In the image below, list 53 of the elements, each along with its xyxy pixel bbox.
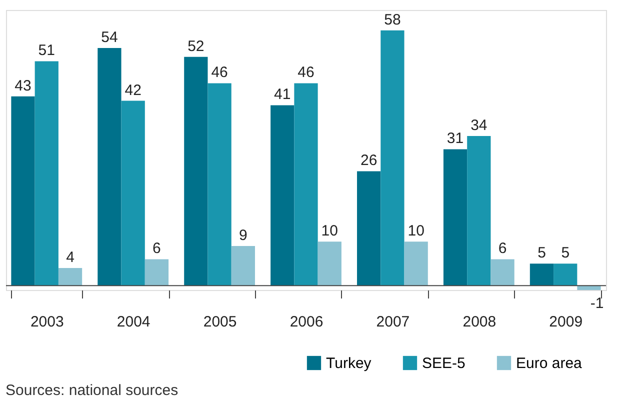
bar [380, 30, 404, 286]
data-label: 5 [561, 244, 570, 262]
data-label: 54 [101, 29, 118, 46]
data-label: 51 [38, 42, 55, 60]
bar [490, 259, 514, 286]
x-tick-label: 2005 [203, 314, 237, 330]
bar [443, 149, 468, 286]
data-label: 46 [211, 64, 228, 82]
bar [318, 242, 342, 286]
data-label: 4 [66, 249, 74, 266]
data-label: 6 [152, 240, 161, 258]
bar [34, 61, 58, 286]
data-label: 31 [446, 130, 464, 148]
data-label: 58 [384, 11, 401, 28]
x-tick-label: 2003 [30, 314, 64, 330]
bar [404, 242, 428, 286]
bar [467, 136, 491, 286]
data-label: 5 [538, 244, 546, 262]
bar [357, 171, 381, 286]
bar [121, 100, 145, 286]
data-label: 42 [124, 82, 142, 99]
data-label: 10 [321, 222, 338, 240]
bar [554, 264, 578, 286]
x-tick-label: 2009 [549, 314, 583, 330]
bar [231, 246, 255, 286]
source-note: Sources: national sources [6, 382, 178, 399]
bar [294, 83, 318, 286]
bar [184, 56, 208, 286]
data-label: 10 [408, 222, 424, 240]
data-label: -1 [590, 295, 604, 312]
data-label: 41 [274, 86, 291, 104]
data-label: 43 [14, 77, 32, 94]
x-tick-label: 2007 [376, 314, 410, 330]
bar [144, 259, 169, 286]
data-label: 52 [188, 38, 204, 55]
bar [58, 268, 82, 286]
bar [577, 286, 601, 290]
bar [98, 48, 122, 286]
bar [11, 96, 35, 286]
data-label: 26 [360, 152, 378, 170]
x-tick-label: 2004 [116, 314, 150, 330]
x-tick-label: 2008 [462, 314, 496, 330]
data-label: 34 [470, 117, 488, 134]
data-label: 46 [298, 64, 314, 82]
bar [270, 105, 294, 286]
legend-label: Euro area [516, 355, 583, 372]
bar [208, 83, 232, 286]
legend-label: SEE-5 [422, 355, 466, 372]
x-tick-label: 2006 [290, 314, 324, 330]
legend-label: Turkey [326, 355, 372, 372]
bar [530, 264, 554, 286]
data-label: 6 [498, 240, 507, 258]
data-label: 9 [239, 227, 248, 244]
